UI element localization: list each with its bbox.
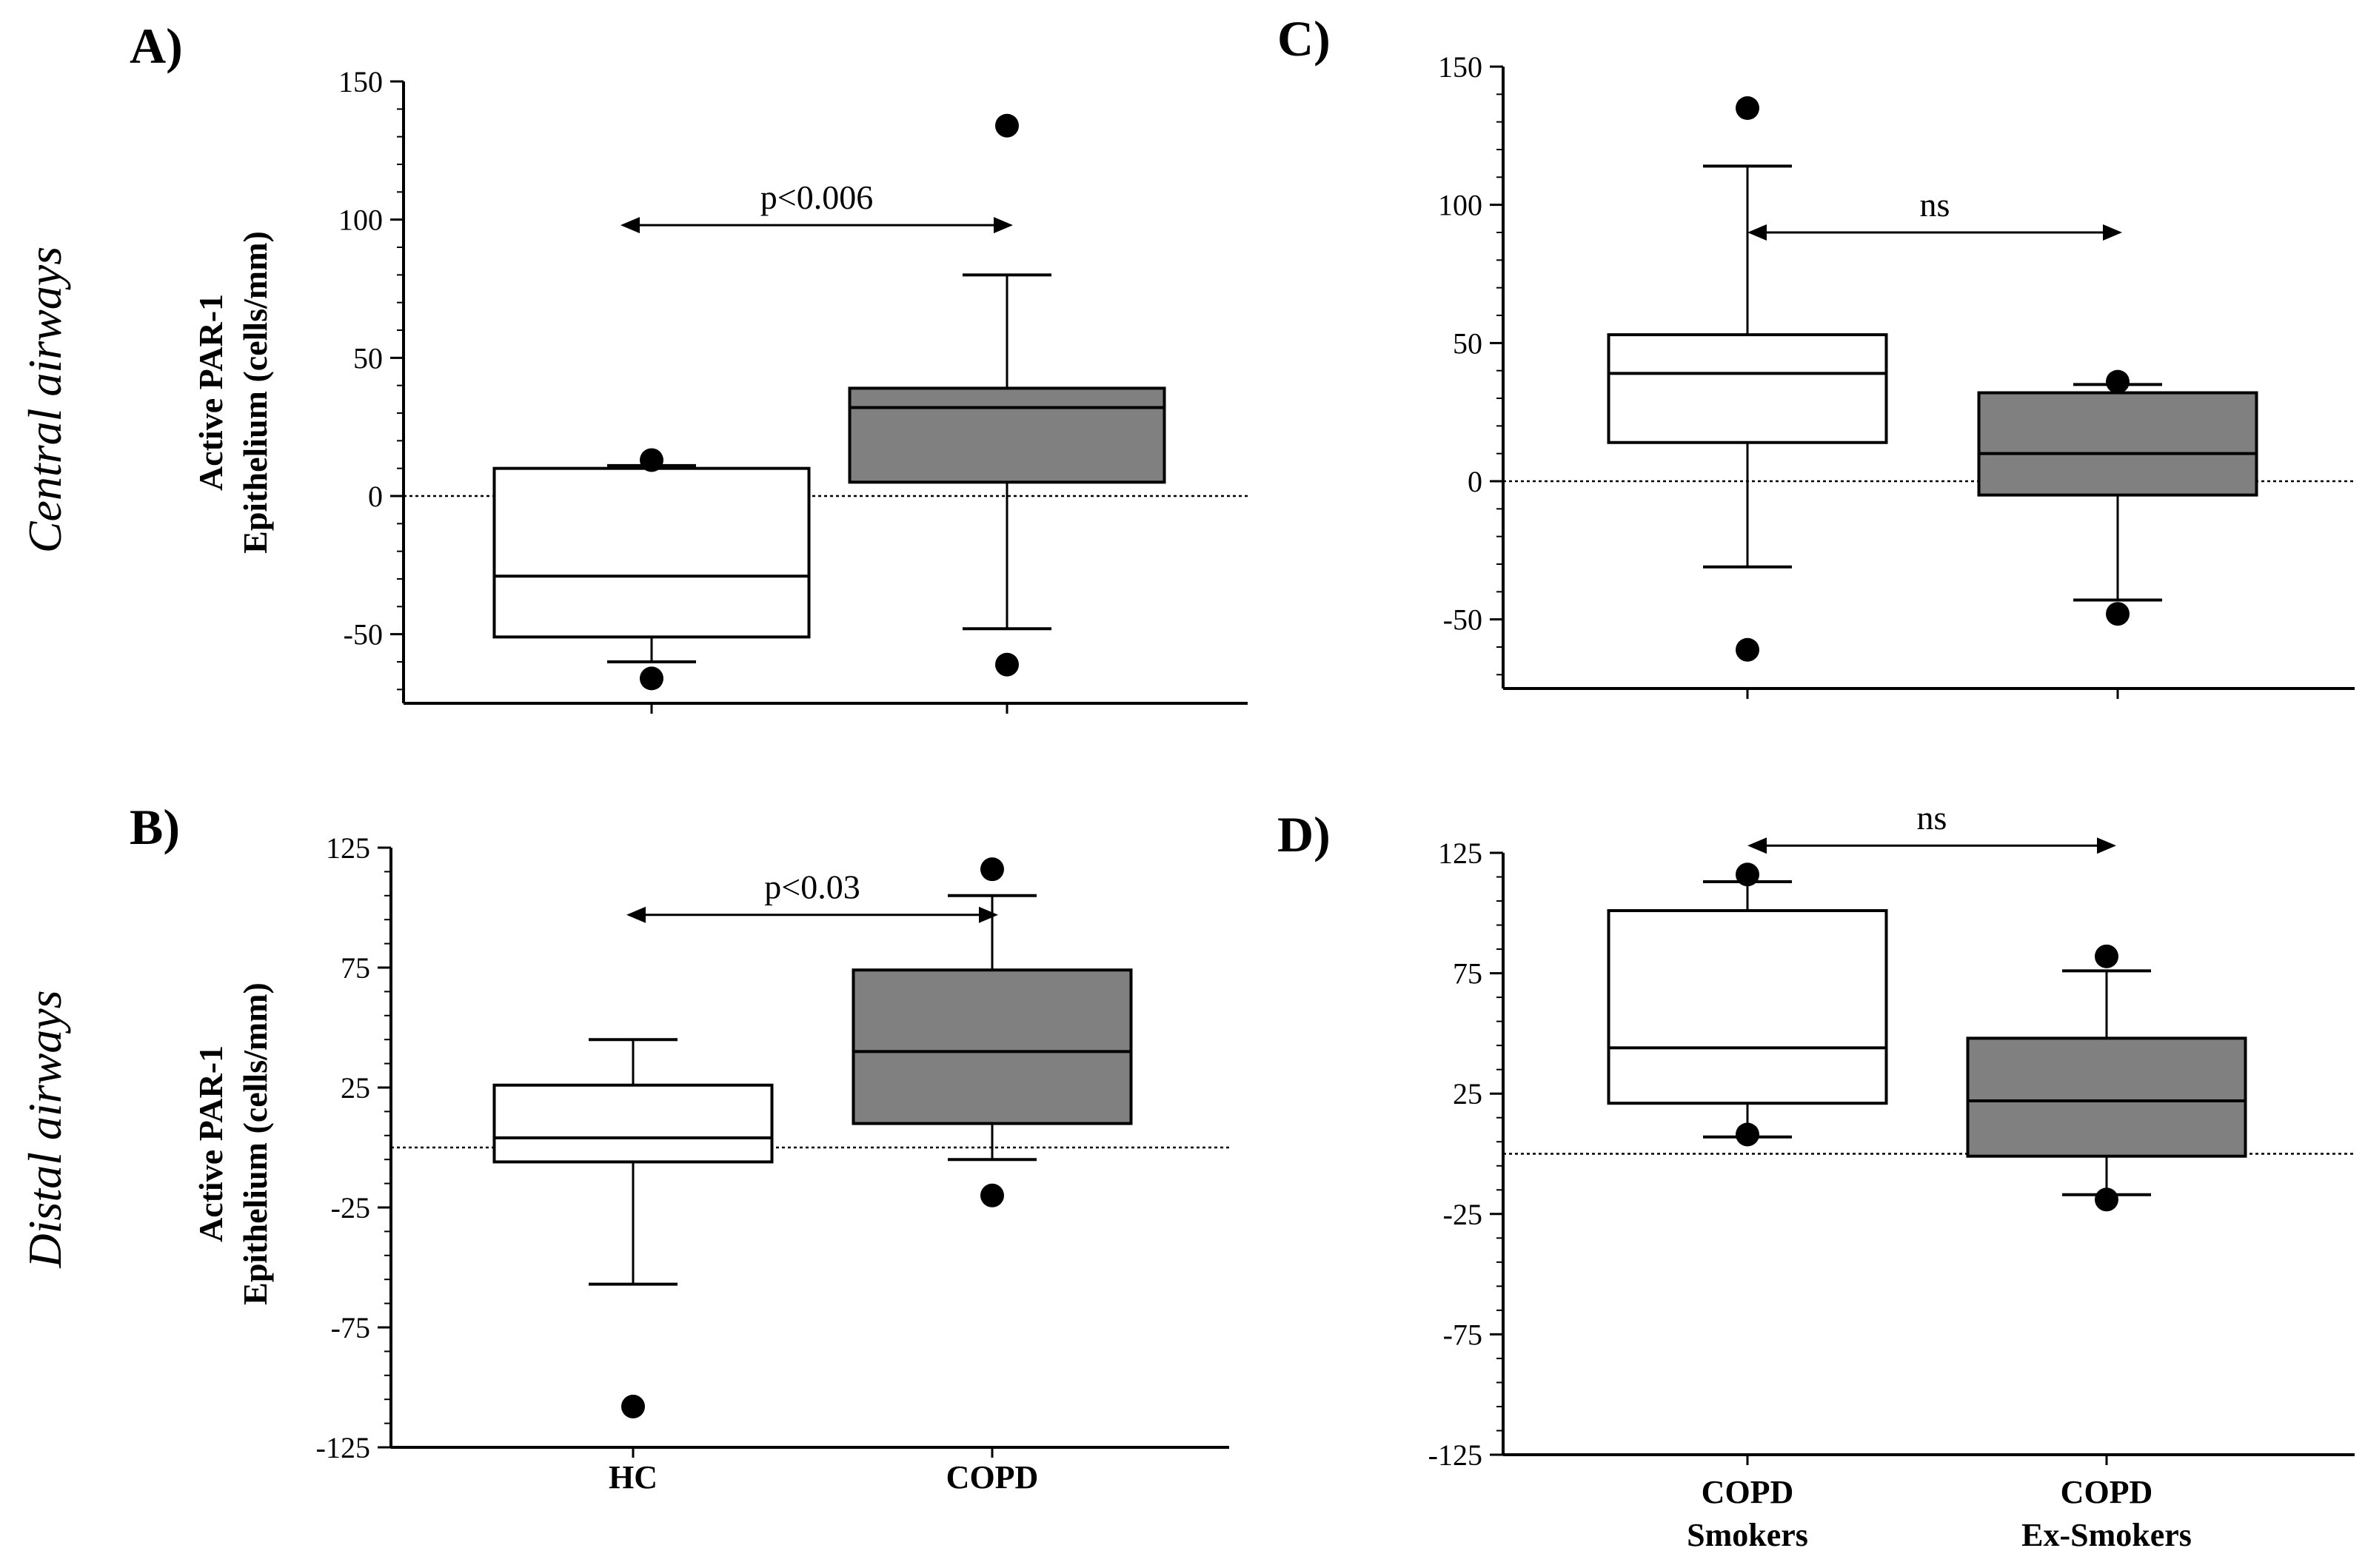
arrowhead-left — [1747, 837, 1767, 854]
y-tick-label: 0 — [1468, 465, 1482, 498]
row-label-central: Central airways — [19, 247, 71, 553]
y-tick-label: 125 — [326, 831, 370, 865]
arrowhead-right — [979, 906, 998, 923]
y-tick-label: 25 — [341, 1071, 370, 1105]
arrowhead-right — [994, 217, 1013, 234]
y-tick-label: 25 — [1453, 1077, 1482, 1110]
panel-label: B) — [130, 799, 180, 855]
y-tick-label: 75 — [341, 951, 370, 985]
panel-a: A) -50 0 50 100 150 Active PAR-1 Epithelium (ce… — [130, 18, 1248, 714]
category-label: COPD — [1702, 1474, 1794, 1510]
y-tick-label: 0 — [368, 480, 383, 513]
box-copd-smokers — [1607, 333, 1888, 444]
box-copd — [852, 968, 1133, 1125]
y-tick-label: 100 — [1438, 189, 1482, 222]
y-axis-label: Active PAR-1 — [192, 1045, 230, 1242]
panel-label: A) — [130, 18, 183, 74]
significance-label: p<0.006 — [760, 178, 873, 216]
outlier-point — [995, 652, 1019, 677]
y-tick-label: -125 — [316, 1431, 370, 1464]
y-tick-label: 50 — [1453, 326, 1482, 360]
outlier-point — [1736, 862, 1759, 887]
significance-label: ns — [1917, 799, 1947, 837]
panel-b: B) -125 -75 -25 25 75 125 Active PAR-1 Epitheliu… — [130, 799, 1229, 1495]
y-tick-label: 150 — [1438, 50, 1482, 84]
outlier-point — [1736, 1122, 1759, 1147]
y-tick-label: 125 — [1438, 837, 1482, 870]
arrowhead-left — [1747, 224, 1767, 241]
box-copd-smokers — [1607, 909, 1888, 1105]
y-axis-label: Active PAR-1 — [192, 294, 230, 491]
box-copd-ex-smokers — [1977, 391, 2258, 497]
box-copd-ex-smokers — [1966, 1036, 2247, 1158]
panel-label: C) — [1277, 10, 1331, 67]
box-hc — [492, 1083, 774, 1164]
arrowhead-left — [620, 217, 640, 234]
outlier-point — [2106, 369, 2130, 394]
box-copd — [848, 386, 1166, 484]
arrowhead-left — [626, 906, 646, 923]
y-tick-label: -50 — [1443, 603, 1482, 637]
y-tick-label: 100 — [338, 204, 383, 237]
category-label: COPD — [946, 1459, 1039, 1495]
significance-label: ns — [1920, 186, 1950, 224]
outlier-point — [1736, 96, 1759, 120]
y-tick-label: -50 — [344, 618, 383, 651]
outlier-point — [640, 666, 663, 691]
outlier-point — [980, 857, 1004, 882]
y-tick-label: 150 — [338, 65, 383, 98]
y-tick-label: -75 — [331, 1311, 370, 1344]
category-label: HC — [609, 1459, 658, 1495]
y-tick-label: -125 — [1428, 1438, 1482, 1472]
arrowhead-right — [2103, 224, 2122, 241]
outlier-point — [980, 1183, 1004, 1207]
y-axis-label: Epithelium (cells/mm) — [236, 982, 274, 1305]
outlier-point — [995, 113, 1019, 138]
panel-label: D) — [1277, 806, 1331, 862]
y-tick-label: -75 — [1443, 1318, 1482, 1351]
category-label: Smokers — [1687, 1517, 1808, 1553]
row-label-distal: Distal airways — [19, 990, 71, 1268]
outlier-point — [2095, 944, 2118, 968]
outlier-point — [1736, 637, 1759, 662]
panel-c: C) -50 0 50 100 150 ns — [1277, 10, 2355, 699]
y-tick-label: -25 — [331, 1191, 370, 1224]
y-tick-label: 50 — [353, 341, 383, 375]
y-tick-label: -25 — [1443, 1198, 1482, 1231]
category-label: Ex-Smokers — [2021, 1517, 2192, 1553]
category-label: COPD — [2061, 1474, 2153, 1510]
panel-d: D) -125 -75 -25 25 75 125 ns COPD Smokers COPD Ex-S… — [1277, 799, 2355, 1553]
significance-label: p<0.03 — [764, 868, 860, 906]
outlier-point — [2095, 1187, 2118, 1212]
outlier-point — [2106, 602, 2130, 626]
outlier-point — [640, 448, 663, 472]
y-axis-label: Epithelium (cells/mm) — [236, 231, 274, 554]
outlier-point — [621, 1394, 645, 1418]
arrowhead-right — [2097, 837, 2116, 854]
y-tick-label: 75 — [1453, 957, 1482, 991]
box-hc — [492, 466, 811, 639]
